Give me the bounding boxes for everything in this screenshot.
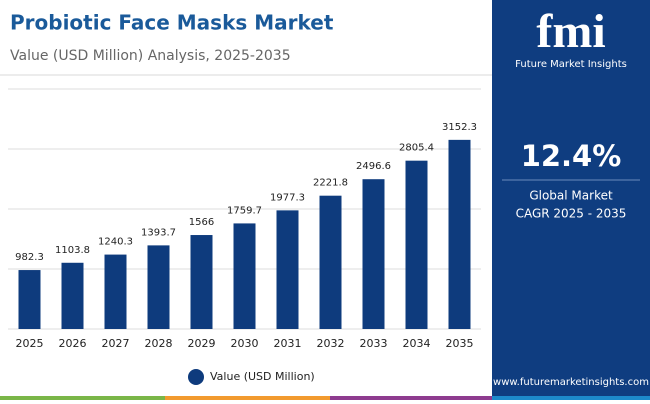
logo: fmi xyxy=(536,5,605,58)
value-label: 3152.3 xyxy=(442,122,477,133)
value-label: 1566 xyxy=(189,217,214,228)
x-tick-label: 2030 xyxy=(231,337,259,350)
bar xyxy=(18,270,41,329)
bar xyxy=(276,210,299,329)
value-label: 982.3 xyxy=(15,252,44,263)
x-tick-label: 2029 xyxy=(188,337,216,350)
bar xyxy=(362,179,385,329)
bar xyxy=(233,223,256,329)
x-tick-label: 2034 xyxy=(403,337,431,350)
stripe xyxy=(0,396,165,400)
value-label: 2805.4 xyxy=(399,143,434,154)
bar xyxy=(104,254,127,329)
stat-period: CAGR 2025 - 2035 xyxy=(516,207,627,221)
value-label: 1977.3 xyxy=(270,192,305,203)
sidebar xyxy=(492,0,650,400)
legend-marker xyxy=(188,369,204,385)
x-tick-label: 2026 xyxy=(59,337,87,350)
stat-label: Global Market xyxy=(529,189,613,203)
value-label: 1759.7 xyxy=(227,205,262,216)
x-tick-label: 2027 xyxy=(102,337,130,350)
stripe xyxy=(330,396,492,400)
chart-title: Probiotic Face Masks Market xyxy=(10,11,334,35)
value-label: 1240.3 xyxy=(98,237,133,248)
website: www.futuremarketinsights.com xyxy=(493,377,649,388)
chart-subtitle: Value (USD Million) Analysis, 2025-2035 xyxy=(10,48,291,64)
x-tick-label: 2033 xyxy=(360,337,388,350)
value-label: 1393.7 xyxy=(141,227,176,238)
bar xyxy=(405,160,428,329)
value-label: 2221.8 xyxy=(313,178,348,189)
x-tick-label: 2035 xyxy=(446,337,474,350)
stat: 12.4% xyxy=(521,139,622,173)
bar xyxy=(190,235,213,329)
brand: Future Market Insights xyxy=(515,59,627,70)
bar xyxy=(61,262,84,329)
x-tick-label: 2031 xyxy=(274,337,302,350)
x-tick-label: 2032 xyxy=(317,337,345,350)
legend-label: Value (USD Million) xyxy=(210,370,315,383)
bar xyxy=(319,195,342,329)
x-tick-label: 2025 xyxy=(16,337,44,350)
bar xyxy=(448,139,471,329)
stripe xyxy=(165,396,330,400)
stripe xyxy=(492,396,650,400)
value-label: 2496.6 xyxy=(356,161,391,172)
bar xyxy=(147,245,170,329)
x-tick-label: 2028 xyxy=(145,337,173,350)
value-label: 1103.8 xyxy=(55,245,90,256)
